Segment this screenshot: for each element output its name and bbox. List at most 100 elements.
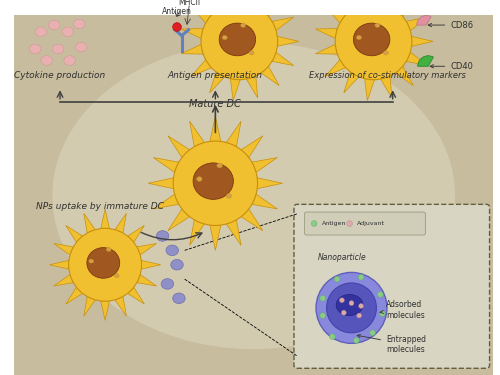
Polygon shape <box>246 0 258 7</box>
Ellipse shape <box>52 44 64 54</box>
Wedge shape <box>418 56 434 66</box>
Polygon shape <box>66 287 82 304</box>
Text: Antigen: Antigen <box>162 6 192 15</box>
Text: Antigen presentation: Antigen presentation <box>168 71 263 80</box>
Ellipse shape <box>161 279 173 289</box>
Text: Mature DC: Mature DC <box>190 99 241 108</box>
Polygon shape <box>326 60 345 76</box>
Ellipse shape <box>354 23 390 56</box>
Polygon shape <box>344 0 359 11</box>
Polygon shape <box>154 158 179 172</box>
Ellipse shape <box>193 163 234 200</box>
Polygon shape <box>115 297 126 316</box>
Ellipse shape <box>240 23 246 27</box>
Polygon shape <box>252 194 278 209</box>
Polygon shape <box>261 0 279 16</box>
Polygon shape <box>364 0 374 4</box>
Polygon shape <box>252 158 278 172</box>
Wedge shape <box>416 15 431 25</box>
Ellipse shape <box>48 20 60 30</box>
Polygon shape <box>241 136 263 158</box>
Polygon shape <box>396 66 413 86</box>
Ellipse shape <box>320 296 326 301</box>
Polygon shape <box>344 72 359 93</box>
Text: MHCII: MHCII <box>178 0 201 7</box>
Polygon shape <box>148 178 174 189</box>
Ellipse shape <box>249 51 254 55</box>
Ellipse shape <box>89 259 94 263</box>
Polygon shape <box>406 52 428 66</box>
Ellipse shape <box>342 310 346 315</box>
Text: CD40: CD40 <box>430 62 473 71</box>
Polygon shape <box>128 287 144 304</box>
Polygon shape <box>137 243 156 255</box>
Ellipse shape <box>52 42 455 349</box>
Ellipse shape <box>173 141 258 225</box>
Ellipse shape <box>201 3 278 80</box>
Ellipse shape <box>316 272 387 344</box>
Polygon shape <box>230 0 240 4</box>
Polygon shape <box>316 44 338 54</box>
Polygon shape <box>261 66 279 86</box>
Polygon shape <box>230 79 240 101</box>
Ellipse shape <box>196 177 202 182</box>
Polygon shape <box>191 60 212 76</box>
Ellipse shape <box>334 276 340 282</box>
Ellipse shape <box>217 163 222 168</box>
Polygon shape <box>226 121 241 147</box>
Text: Nanoparticle: Nanoparticle <box>318 253 366 262</box>
Ellipse shape <box>336 294 363 315</box>
Polygon shape <box>50 260 69 269</box>
Polygon shape <box>210 225 221 251</box>
Ellipse shape <box>330 334 335 339</box>
Polygon shape <box>257 178 282 189</box>
Polygon shape <box>278 36 299 46</box>
Ellipse shape <box>62 27 74 36</box>
Ellipse shape <box>378 292 383 297</box>
Polygon shape <box>181 44 203 54</box>
Polygon shape <box>84 297 96 316</box>
Ellipse shape <box>340 298 344 303</box>
Ellipse shape <box>370 330 376 336</box>
FancyBboxPatch shape <box>294 204 490 368</box>
Polygon shape <box>272 17 293 30</box>
Polygon shape <box>326 6 345 23</box>
Polygon shape <box>316 28 338 38</box>
Text: Antigen: Antigen <box>322 221 346 226</box>
Polygon shape <box>210 72 224 93</box>
Ellipse shape <box>335 3 412 80</box>
Polygon shape <box>115 213 126 233</box>
Polygon shape <box>396 0 413 16</box>
Ellipse shape <box>156 231 169 241</box>
Ellipse shape <box>356 35 362 40</box>
Text: Expression of co-stimulatory markers: Expression of co-stimulatory markers <box>310 71 466 80</box>
Polygon shape <box>137 274 156 286</box>
Polygon shape <box>226 220 241 245</box>
Ellipse shape <box>87 248 120 278</box>
Text: NPs uptake by immature DC: NPs uptake by immature DC <box>36 202 164 211</box>
Polygon shape <box>154 194 179 209</box>
Ellipse shape <box>106 248 111 252</box>
Polygon shape <box>412 36 433 46</box>
Ellipse shape <box>375 23 380 27</box>
Polygon shape <box>54 274 74 286</box>
Ellipse shape <box>222 35 227 40</box>
Ellipse shape <box>64 56 76 65</box>
Ellipse shape <box>30 44 41 54</box>
Ellipse shape <box>114 274 119 278</box>
Ellipse shape <box>311 220 317 226</box>
Polygon shape <box>168 209 190 231</box>
Polygon shape <box>190 121 204 147</box>
Ellipse shape <box>349 301 354 306</box>
Polygon shape <box>100 209 110 229</box>
Polygon shape <box>191 6 212 23</box>
Ellipse shape <box>380 311 385 316</box>
Ellipse shape <box>358 304 364 308</box>
Polygon shape <box>84 213 96 233</box>
Polygon shape <box>210 0 224 11</box>
Ellipse shape <box>354 338 359 344</box>
Ellipse shape <box>357 313 362 318</box>
Ellipse shape <box>166 245 178 256</box>
Polygon shape <box>272 52 293 66</box>
Polygon shape <box>190 220 204 245</box>
